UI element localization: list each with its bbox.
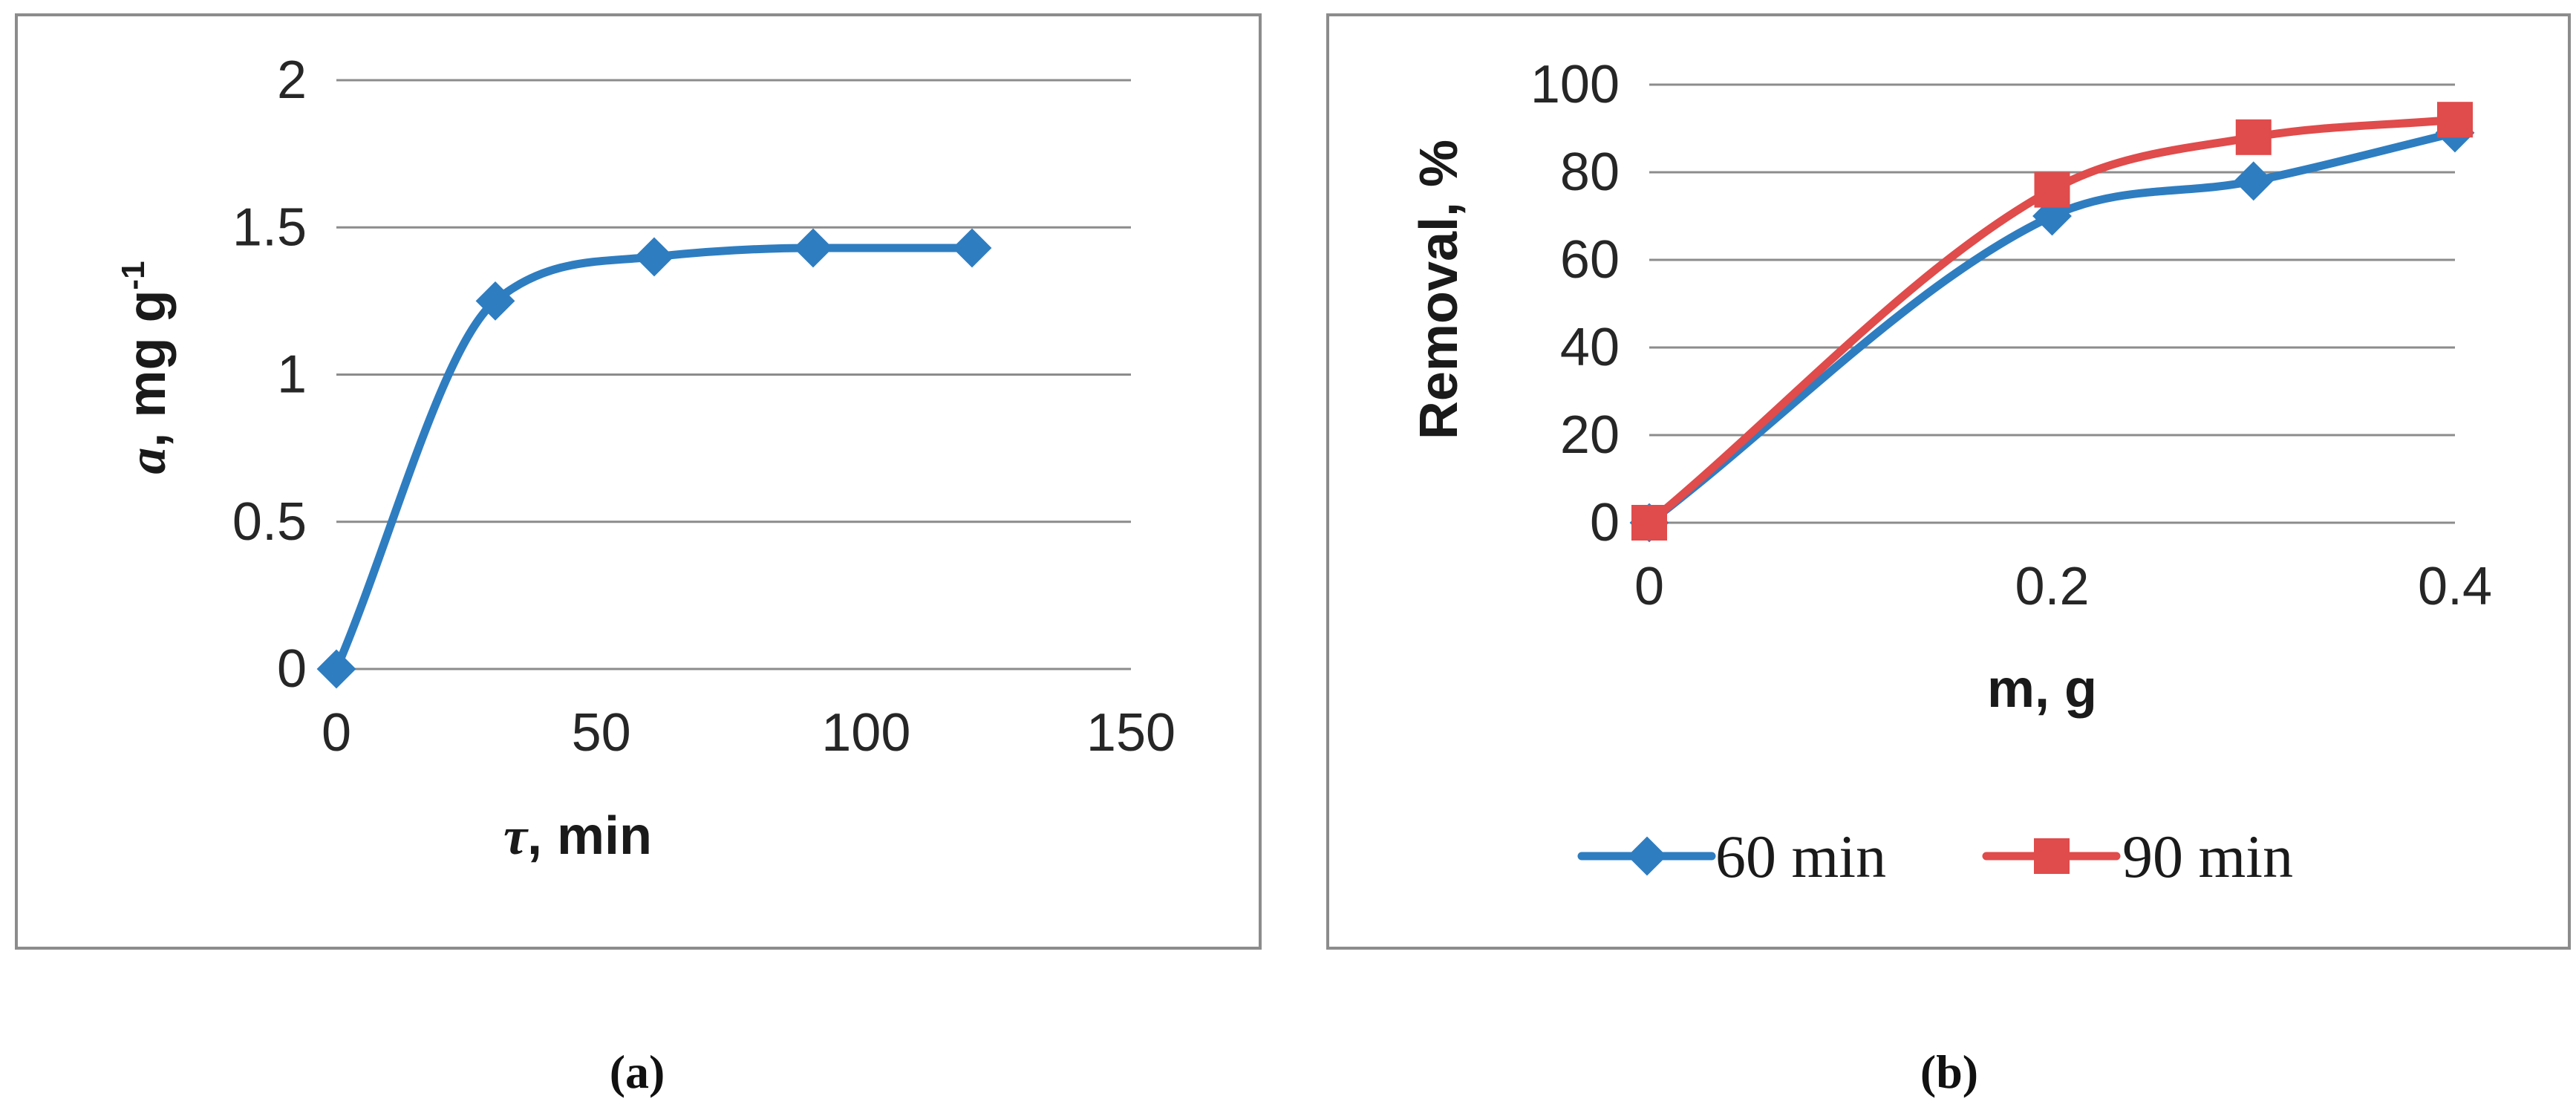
b-data-point [2234,161,2274,201]
chart-a-y-axis-superscript: -1 [115,261,151,290]
chart-b-series [1629,102,2475,543]
b-y-tick-label: 20 [1560,405,1620,465]
b-y-tick-label: 40 [1560,318,1620,377]
a-data-point [634,237,674,277]
a-y-tick-label: 1.5 [232,198,307,257]
chart-b-gridlines [1649,83,2455,524]
legend-marker-2 [2034,838,2070,874]
a-y-tick-label: 2 [277,50,307,110]
chart-a-gridlines [336,79,1131,670]
b-series-line-2 [1645,115,2459,527]
b-data-point [2034,172,2070,208]
chart-b-y-axis-title: Removal, % [1409,140,1469,440]
chart-b-x-tick-labels: 0 0.2 0.4 [1634,557,2492,616]
a-y-tick-label: 1 [277,345,307,405]
a-series-line-1 [332,244,976,673]
a-y-tick-label: 0 [277,639,307,699]
b-data-point [2437,102,2473,138]
chart-a-y-axis-title: a, mg g-1 [115,261,177,474]
chart-b: 0 20 40 60 80 100 0 0.2 0.4 m, g Removal, % 60 … [1326,13,2571,950]
b-data-point [2235,119,2272,155]
b-data-point [1631,505,1667,541]
b-y-tick-label: 0 [1590,493,1620,552]
chart-a-x-axis-title: τ, min [503,806,652,866]
a-data-point [793,228,833,268]
a-data-point [316,649,356,689]
chart-a-y-tick-labels: 0 0.5 1 1.5 2 [232,50,307,699]
legend-label-2: 90 min [2122,823,2293,890]
a-y-tick-label: 0.5 [232,492,307,552]
chart-a-frame [15,13,1262,950]
legend-marker-1 [1627,836,1667,876]
a-data-point [952,228,992,268]
b-x-tick-label: 0 [1634,557,1664,616]
chart-a-x-axis-symbol: τ [503,806,529,866]
b-y-tick-label: 80 [1560,143,1620,202]
chart-a-y-axis-symbol: a [117,448,177,474]
chart-a-y-axis-unit: , mg g [117,290,177,448]
legend-label-1: 60 min [1715,823,1886,890]
b-x-tick-label: 0.2 [2015,557,2089,616]
chart-b-legend: 60 min 90 min [1577,823,2293,890]
b-y-tick-label: 100 [1530,55,1620,114]
a-x-tick-label: 50 [572,703,631,763]
chart-b-y-tick-labels: 0 20 40 60 80 100 [1530,55,1620,552]
chart-b-frame [1326,13,2571,950]
chart-b-x-axis-title: m, g [1987,659,2097,719]
caption-a: (a) [610,1045,665,1098]
a-x-tick-label: 0 [322,703,351,763]
caption-b: (b) [1920,1045,1978,1098]
chart-a-series [316,228,992,689]
chart-a-x-tick-labels: 0 50 100 150 [322,703,1175,763]
a-x-tick-label: 100 [821,703,910,763]
a-x-tick-label: 150 [1086,703,1175,763]
chart-a: 0 0.5 1 1.5 2 0 50 100 150 τ, min a, mg g-1 [15,13,1262,950]
b-y-tick-label: 60 [1560,230,1620,290]
chart-a-x-axis-unit: , min [527,806,652,866]
b-x-tick-label: 0.4 [2418,557,2492,616]
b-series-line-1 [1645,128,2459,527]
a-data-point [475,281,515,321]
